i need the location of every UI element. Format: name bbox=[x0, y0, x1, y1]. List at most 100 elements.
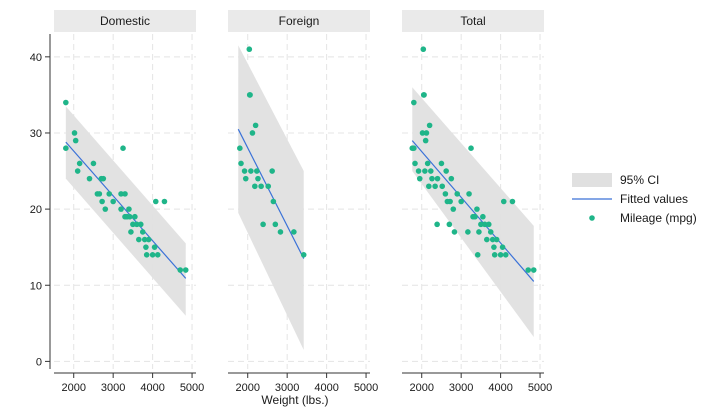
data-point bbox=[130, 221, 136, 228]
x-tick-label: 5000 bbox=[528, 382, 552, 394]
data-point bbox=[451, 229, 458, 235]
data-point bbox=[270, 198, 277, 205]
data-point bbox=[242, 175, 249, 182]
data-point bbox=[272, 221, 279, 228]
data-point bbox=[423, 130, 430, 136]
data-point bbox=[126, 206, 132, 212]
data-point bbox=[96, 191, 103, 197]
data-point bbox=[110, 198, 116, 205]
legend-item: Mileage (mpg) bbox=[589, 211, 697, 225]
x-tick-label: 3000 bbox=[449, 382, 473, 394]
y-tick-label: 20 bbox=[30, 204, 42, 216]
data-point bbox=[484, 236, 490, 243]
data-point bbox=[411, 99, 417, 106]
data-point bbox=[530, 267, 537, 273]
data-point bbox=[258, 183, 264, 190]
data-point bbox=[141, 236, 148, 243]
x-tick-label: 3000 bbox=[275, 382, 299, 394]
panel-strip bbox=[228, 10, 370, 32]
data-point bbox=[241, 168, 248, 174]
legend-label: 95% CI bbox=[620, 173, 659, 187]
data-point bbox=[90, 160, 97, 167]
data-point bbox=[139, 229, 146, 235]
data-point bbox=[118, 206, 124, 212]
data-point bbox=[252, 122, 259, 129]
data-point bbox=[255, 175, 261, 182]
data-point bbox=[415, 168, 422, 174]
data-point bbox=[454, 191, 461, 197]
x-tick-label: 2000 bbox=[235, 382, 259, 394]
data-point bbox=[446, 221, 453, 228]
fitted-line bbox=[411, 140, 535, 282]
data-point bbox=[143, 251, 150, 258]
data-point bbox=[411, 145, 417, 152]
data-point bbox=[269, 168, 275, 174]
data-point bbox=[100, 175, 107, 182]
x-tick-label: 3000 bbox=[101, 382, 125, 394]
data-point bbox=[448, 175, 455, 182]
data-point bbox=[106, 191, 113, 197]
data-point bbox=[474, 251, 481, 258]
data-point bbox=[480, 213, 486, 220]
data-point bbox=[438, 160, 445, 167]
data-point bbox=[466, 191, 472, 197]
data-point bbox=[74, 168, 81, 174]
x-tick-label: 2000 bbox=[409, 382, 433, 394]
data-point bbox=[277, 229, 284, 235]
y-tick-label: 40 bbox=[30, 52, 42, 64]
data-point bbox=[420, 46, 427, 53]
data-point bbox=[474, 206, 480, 212]
data-point bbox=[118, 191, 124, 197]
data-point bbox=[145, 236, 152, 243]
x-tick-label: 4000 bbox=[314, 382, 338, 394]
data-point bbox=[447, 198, 453, 205]
data-point bbox=[154, 251, 161, 258]
data-point bbox=[478, 221, 484, 228]
data-point bbox=[468, 145, 474, 152]
panel-total: Total 2000 3000 4000 5000 bbox=[402, 10, 552, 394]
ci-band bbox=[412, 87, 534, 338]
data-point bbox=[136, 236, 142, 243]
data-point bbox=[247, 92, 253, 98]
data-point bbox=[482, 221, 488, 228]
data-point bbox=[71, 130, 78, 136]
fitted-line bbox=[237, 128, 305, 259]
data-point bbox=[265, 183, 272, 190]
data-point bbox=[493, 236, 500, 243]
ci-band bbox=[238, 45, 304, 350]
data-point bbox=[248, 168, 254, 174]
data-point bbox=[439, 183, 446, 190]
data-point bbox=[161, 198, 168, 205]
y-tick-label: 0 bbox=[36, 356, 42, 368]
data-point bbox=[429, 175, 435, 182]
y-tick-label: 10 bbox=[30, 280, 42, 292]
legend-label: Mileage (mpg) bbox=[620, 211, 697, 225]
data-point bbox=[134, 221, 140, 228]
data-point bbox=[300, 251, 307, 258]
data-point bbox=[465, 229, 471, 235]
panel-domestic: Domestic 2000 3000 4000 5000 bbox=[54, 10, 204, 394]
data-point bbox=[246, 46, 253, 53]
data-point bbox=[126, 213, 133, 220]
data-point bbox=[177, 267, 184, 273]
x-axis-title: Weight (lbs.) bbox=[261, 393, 328, 407]
data-point bbox=[450, 206, 457, 212]
panels: Domestic 2000 3000 4000 5000 Foreign 2000 3000 4… bbox=[54, 10, 552, 394]
data-point bbox=[237, 145, 243, 152]
data-point bbox=[63, 99, 69, 106]
data-point bbox=[238, 160, 244, 167]
data-point bbox=[509, 198, 516, 205]
data-point bbox=[500, 198, 507, 205]
x-tick-label: 4000 bbox=[488, 382, 512, 394]
data-point bbox=[416, 175, 423, 182]
data-point bbox=[63, 145, 69, 152]
data-point bbox=[422, 168, 428, 174]
data-point bbox=[426, 183, 432, 190]
data-point bbox=[419, 130, 426, 136]
data-point bbox=[487, 229, 494, 235]
data-point bbox=[442, 191, 449, 197]
data-point bbox=[422, 137, 429, 144]
panel-strip bbox=[402, 10, 544, 32]
legend-swatch-marker bbox=[589, 215, 595, 221]
data-point bbox=[253, 168, 260, 174]
